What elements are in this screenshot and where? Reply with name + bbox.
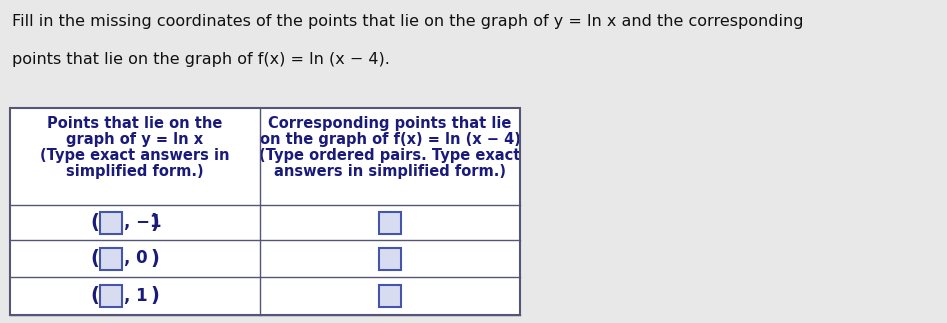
Bar — [379, 247, 401, 269]
Text: , 1: , 1 — [124, 287, 148, 305]
Bar — [10, 108, 520, 315]
Text: Fill in the missing coordinates of the points that lie on the graph of y = ln x : Fill in the missing coordinates of the p… — [12, 14, 803, 29]
Text: Corresponding points that lie: Corresponding points that lie — [268, 116, 511, 131]
Text: points that lie on the graph of f(x) = ln (x − 4).: points that lie on the graph of f(x) = l… — [12, 52, 390, 67]
Bar — [379, 212, 401, 234]
Bar — [100, 212, 122, 234]
Text: ): ) — [150, 249, 159, 268]
Text: on the graph of f(x) = ln (x − 4): on the graph of f(x) = ln (x − 4) — [259, 132, 521, 147]
Bar — [100, 247, 122, 269]
Text: simplified form.): simplified form.) — [66, 164, 204, 179]
Text: , −1: , −1 — [124, 214, 162, 232]
Text: (: ( — [90, 249, 98, 268]
Text: (: ( — [90, 287, 98, 306]
Bar — [379, 285, 401, 307]
Bar — [100, 285, 122, 307]
Text: (: ( — [90, 213, 98, 232]
Text: ): ) — [150, 287, 159, 306]
Text: Points that lie on the: Points that lie on the — [47, 116, 223, 131]
Text: ): ) — [150, 213, 159, 232]
Text: (Type ordered pairs. Type exact: (Type ordered pairs. Type exact — [259, 148, 521, 163]
Text: , 0: , 0 — [124, 249, 148, 267]
Text: graph of y = ln x: graph of y = ln x — [66, 132, 204, 147]
Text: answers in simplified form.): answers in simplified form.) — [274, 164, 506, 179]
Bar — [10, 108, 520, 315]
Text: (Type exact answers in: (Type exact answers in — [41, 148, 230, 163]
